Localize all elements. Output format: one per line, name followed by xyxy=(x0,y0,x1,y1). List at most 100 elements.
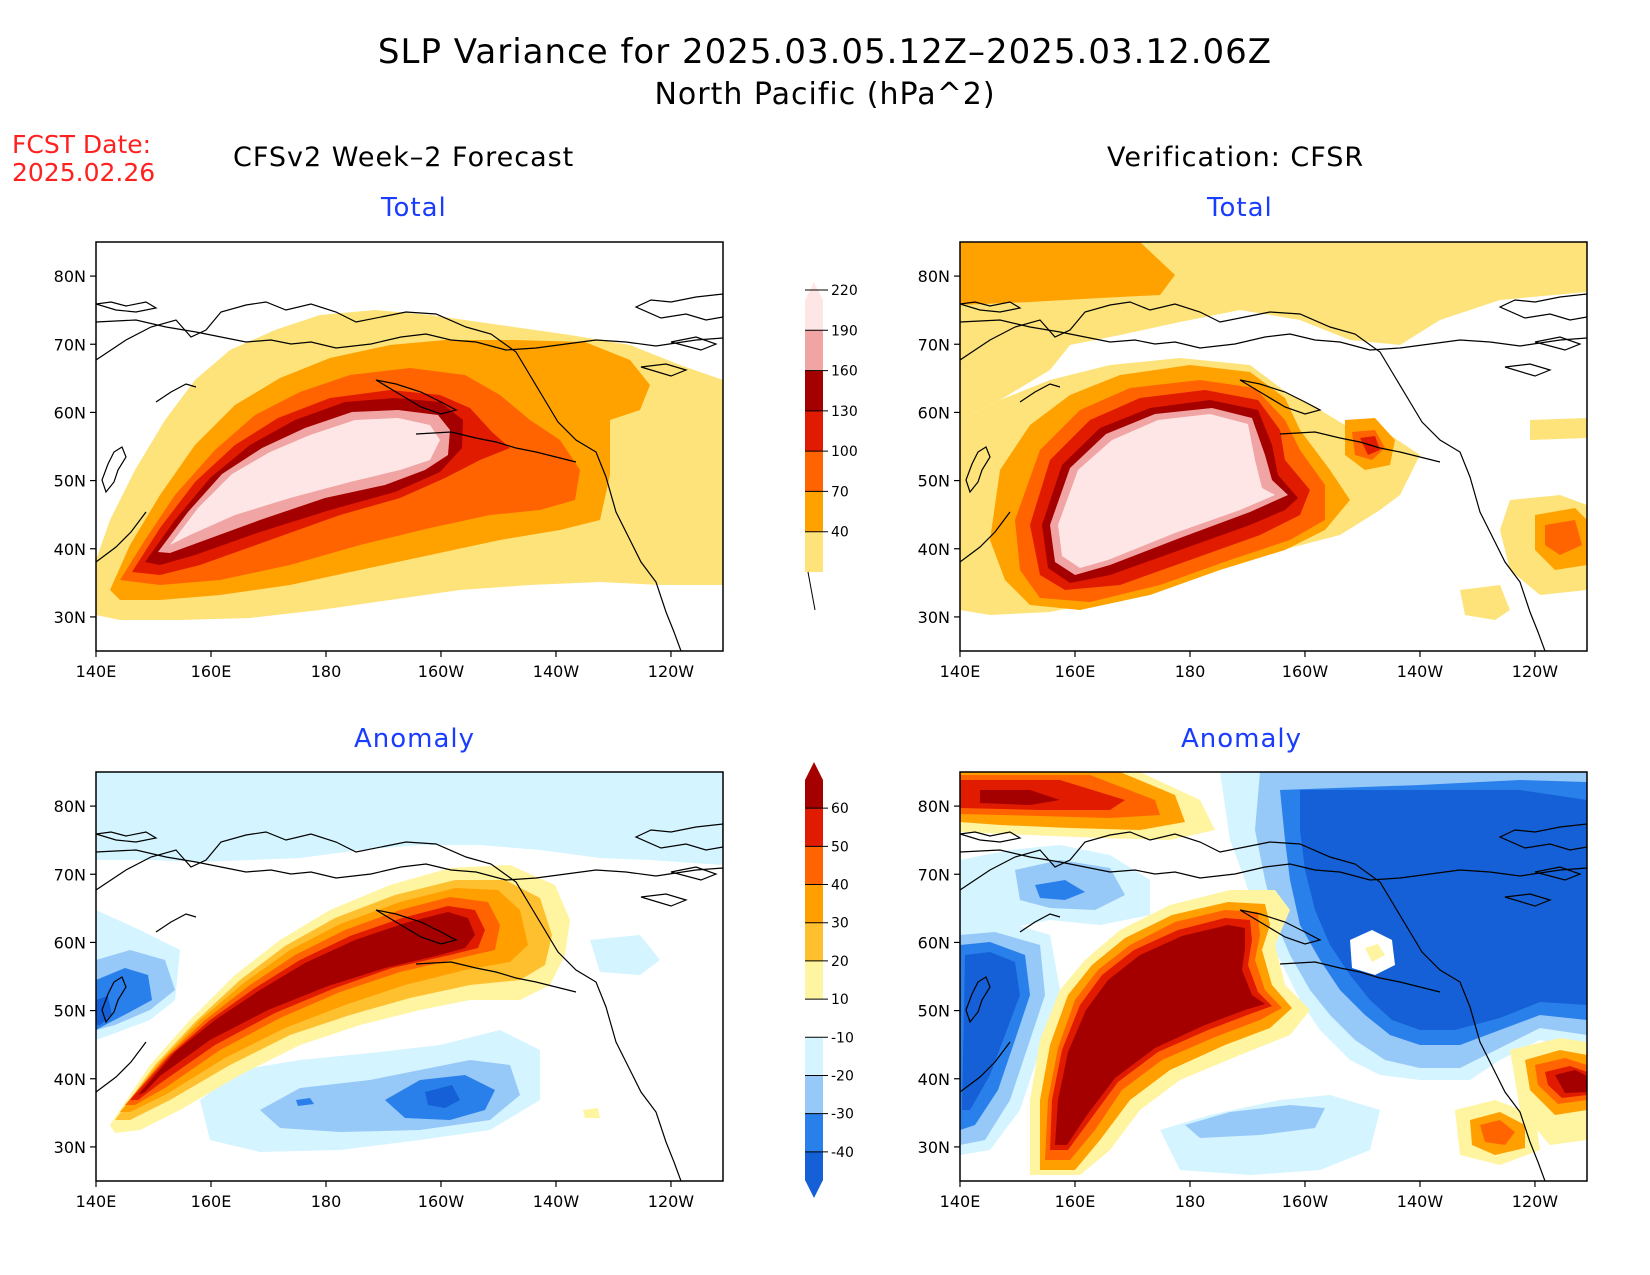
colorbar-box xyxy=(805,1113,823,1152)
colorbar-box xyxy=(805,922,823,961)
y-tick-label: 70N xyxy=(918,335,950,354)
colorbar-label: -30 xyxy=(831,1107,854,1123)
right-column-title: Verification: CFSR xyxy=(1107,142,1365,173)
colorbar-label: 20 xyxy=(831,954,849,970)
colorbar-anomaly: -40 -30 -20 -10 10 20 30 40 50 60 xyxy=(805,762,854,1198)
x-tick-label: 160W xyxy=(1282,1192,1329,1211)
y-tick-label: 50N xyxy=(54,1002,86,1021)
map-forecast-total xyxy=(95,241,724,652)
colorbar-box xyxy=(805,960,823,1000)
y-tick-label: 30N xyxy=(918,1138,950,1157)
colorbar-box xyxy=(805,491,823,532)
main-title: SLP Variance for 2025.03.05.12Z–2025.03.… xyxy=(377,32,1273,72)
x-tick-label: 140E xyxy=(940,1192,981,1211)
colorbar-label: -10 xyxy=(831,1030,854,1046)
x-tick-label: 140W xyxy=(533,1192,580,1211)
colorbar-label: 60 xyxy=(831,801,849,817)
colorbar-label: 40 xyxy=(831,878,849,894)
contour-fill-60 xyxy=(980,790,1587,1145)
y-tick-label: 30N xyxy=(54,1138,86,1157)
y-tick-label: 30N xyxy=(918,608,950,627)
axes-bl: 140E 160E 180 160W 140W 120W 30N 40N 50N 60N 70N 80… xyxy=(54,797,695,1211)
x-tick-label: 120W xyxy=(648,662,695,681)
map-forecast-anomaly xyxy=(95,771,724,1182)
x-tick-label: 140W xyxy=(533,662,580,681)
x-tick-label: 180 xyxy=(1175,662,1206,681)
colorbar-label: 160 xyxy=(831,364,858,380)
colorbar-box xyxy=(805,410,823,452)
main-subtitle: North Pacific (hPa^2) xyxy=(654,77,996,112)
colorbar-total: 40 70 100 130 160 190 220 xyxy=(805,282,858,611)
colorbar-box xyxy=(805,330,823,371)
colorbar-box xyxy=(805,370,823,411)
colorbar-box xyxy=(805,1075,823,1114)
colorbar-label: 30 xyxy=(831,916,849,932)
colorbar-box xyxy=(805,531,823,572)
colorbar-label: -40 xyxy=(831,1145,854,1161)
y-tick-label: 40N xyxy=(54,1070,86,1089)
axes-tr: 140E 160E 180 160W 140W 120W 30N 40N 50N 60N 70N 80… xyxy=(918,267,1559,681)
left-column-title: CFSv2 Week–2 Forecast xyxy=(233,142,575,173)
x-tick-label: 180 xyxy=(1175,1192,1206,1211)
y-tick-label: 50N xyxy=(918,1002,950,1021)
y-tick-label: 60N xyxy=(918,403,950,422)
axes-br: 140E 160E 180 160W 140W 120W 30N 40N 50N 60N 70N 80… xyxy=(918,797,1559,1211)
colorbar-box xyxy=(805,1151,823,1198)
y-tick-label: 40N xyxy=(918,1070,950,1089)
x-tick-label: 160E xyxy=(191,662,232,681)
y-tick-label: 80N xyxy=(918,267,950,286)
contour-fill-60 xyxy=(138,912,475,1095)
y-tick-label: 50N xyxy=(918,472,950,491)
panel-title-top-right: Total xyxy=(1207,193,1273,223)
x-tick-label: 140E xyxy=(940,662,981,681)
colorbar-label: 100 xyxy=(831,444,858,460)
y-tick-label: 40N xyxy=(918,540,950,559)
colorbar-box xyxy=(805,884,823,923)
y-tick-label: 80N xyxy=(918,797,950,816)
x-tick-label: 140W xyxy=(1397,1192,1444,1211)
fcst-date-label: FCST Date: xyxy=(12,130,152,159)
colorbar-label: -20 xyxy=(831,1068,854,1084)
colorbar-label: 40 xyxy=(831,525,849,541)
x-tick-label: 120W xyxy=(1512,1192,1559,1211)
colorbar-box xyxy=(805,999,823,1038)
axes-layer: 140E 160E 180 160W 140W 120W 30N 40N 50N 60N 70N 80… xyxy=(54,267,1559,1211)
x-tick-label: 160W xyxy=(418,1192,465,1211)
fcst-date-value: 2025.02.26 xyxy=(12,158,156,187)
y-tick-label: 40N xyxy=(54,540,86,559)
colorbar-label: 50 xyxy=(831,839,849,855)
colorbar-label: 70 xyxy=(831,484,849,500)
y-tick-label: 30N xyxy=(54,608,86,627)
contour-fill-neg40 xyxy=(96,996,460,1108)
colorbar-label: 10 xyxy=(831,992,849,1008)
y-tick-label: 80N xyxy=(54,267,86,286)
map-verification-total xyxy=(959,241,1588,652)
panel-title-bottom-right: Anomaly xyxy=(1181,724,1303,754)
y-tick-label: 70N xyxy=(54,865,86,884)
colorbar-label: 130 xyxy=(831,404,858,420)
panel-title-bottom-left: Anomaly xyxy=(354,724,476,754)
x-tick-label: 140W xyxy=(1397,662,1444,681)
y-tick-label: 50N xyxy=(54,472,86,491)
colorbar-label: 220 xyxy=(831,283,858,299)
contour-fill-220 xyxy=(1058,414,1275,568)
x-tick-label: 120W xyxy=(648,1192,695,1211)
colorbar-box xyxy=(805,451,823,492)
y-tick-label: 60N xyxy=(54,933,86,952)
colorbar-box xyxy=(805,808,823,847)
map-verification-anomaly xyxy=(959,771,1588,1182)
x-tick-label: 120W xyxy=(1512,662,1559,681)
x-tick-label: 160E xyxy=(1055,662,1096,681)
x-tick-label: 160W xyxy=(418,662,465,681)
x-tick-label: 180 xyxy=(311,1192,342,1211)
x-tick-label: 160E xyxy=(191,1192,232,1211)
y-tick-label: 70N xyxy=(918,865,950,884)
x-tick-label: 140E xyxy=(76,1192,117,1211)
colorbar-box xyxy=(805,1037,823,1076)
x-tick-label: 160W xyxy=(1282,662,1329,681)
colorbar-underflow-marker xyxy=(807,571,816,611)
panel-title-top-left: Total xyxy=(381,193,447,223)
x-tick-label: 160E xyxy=(1055,1192,1096,1211)
x-tick-label: 180 xyxy=(311,662,342,681)
